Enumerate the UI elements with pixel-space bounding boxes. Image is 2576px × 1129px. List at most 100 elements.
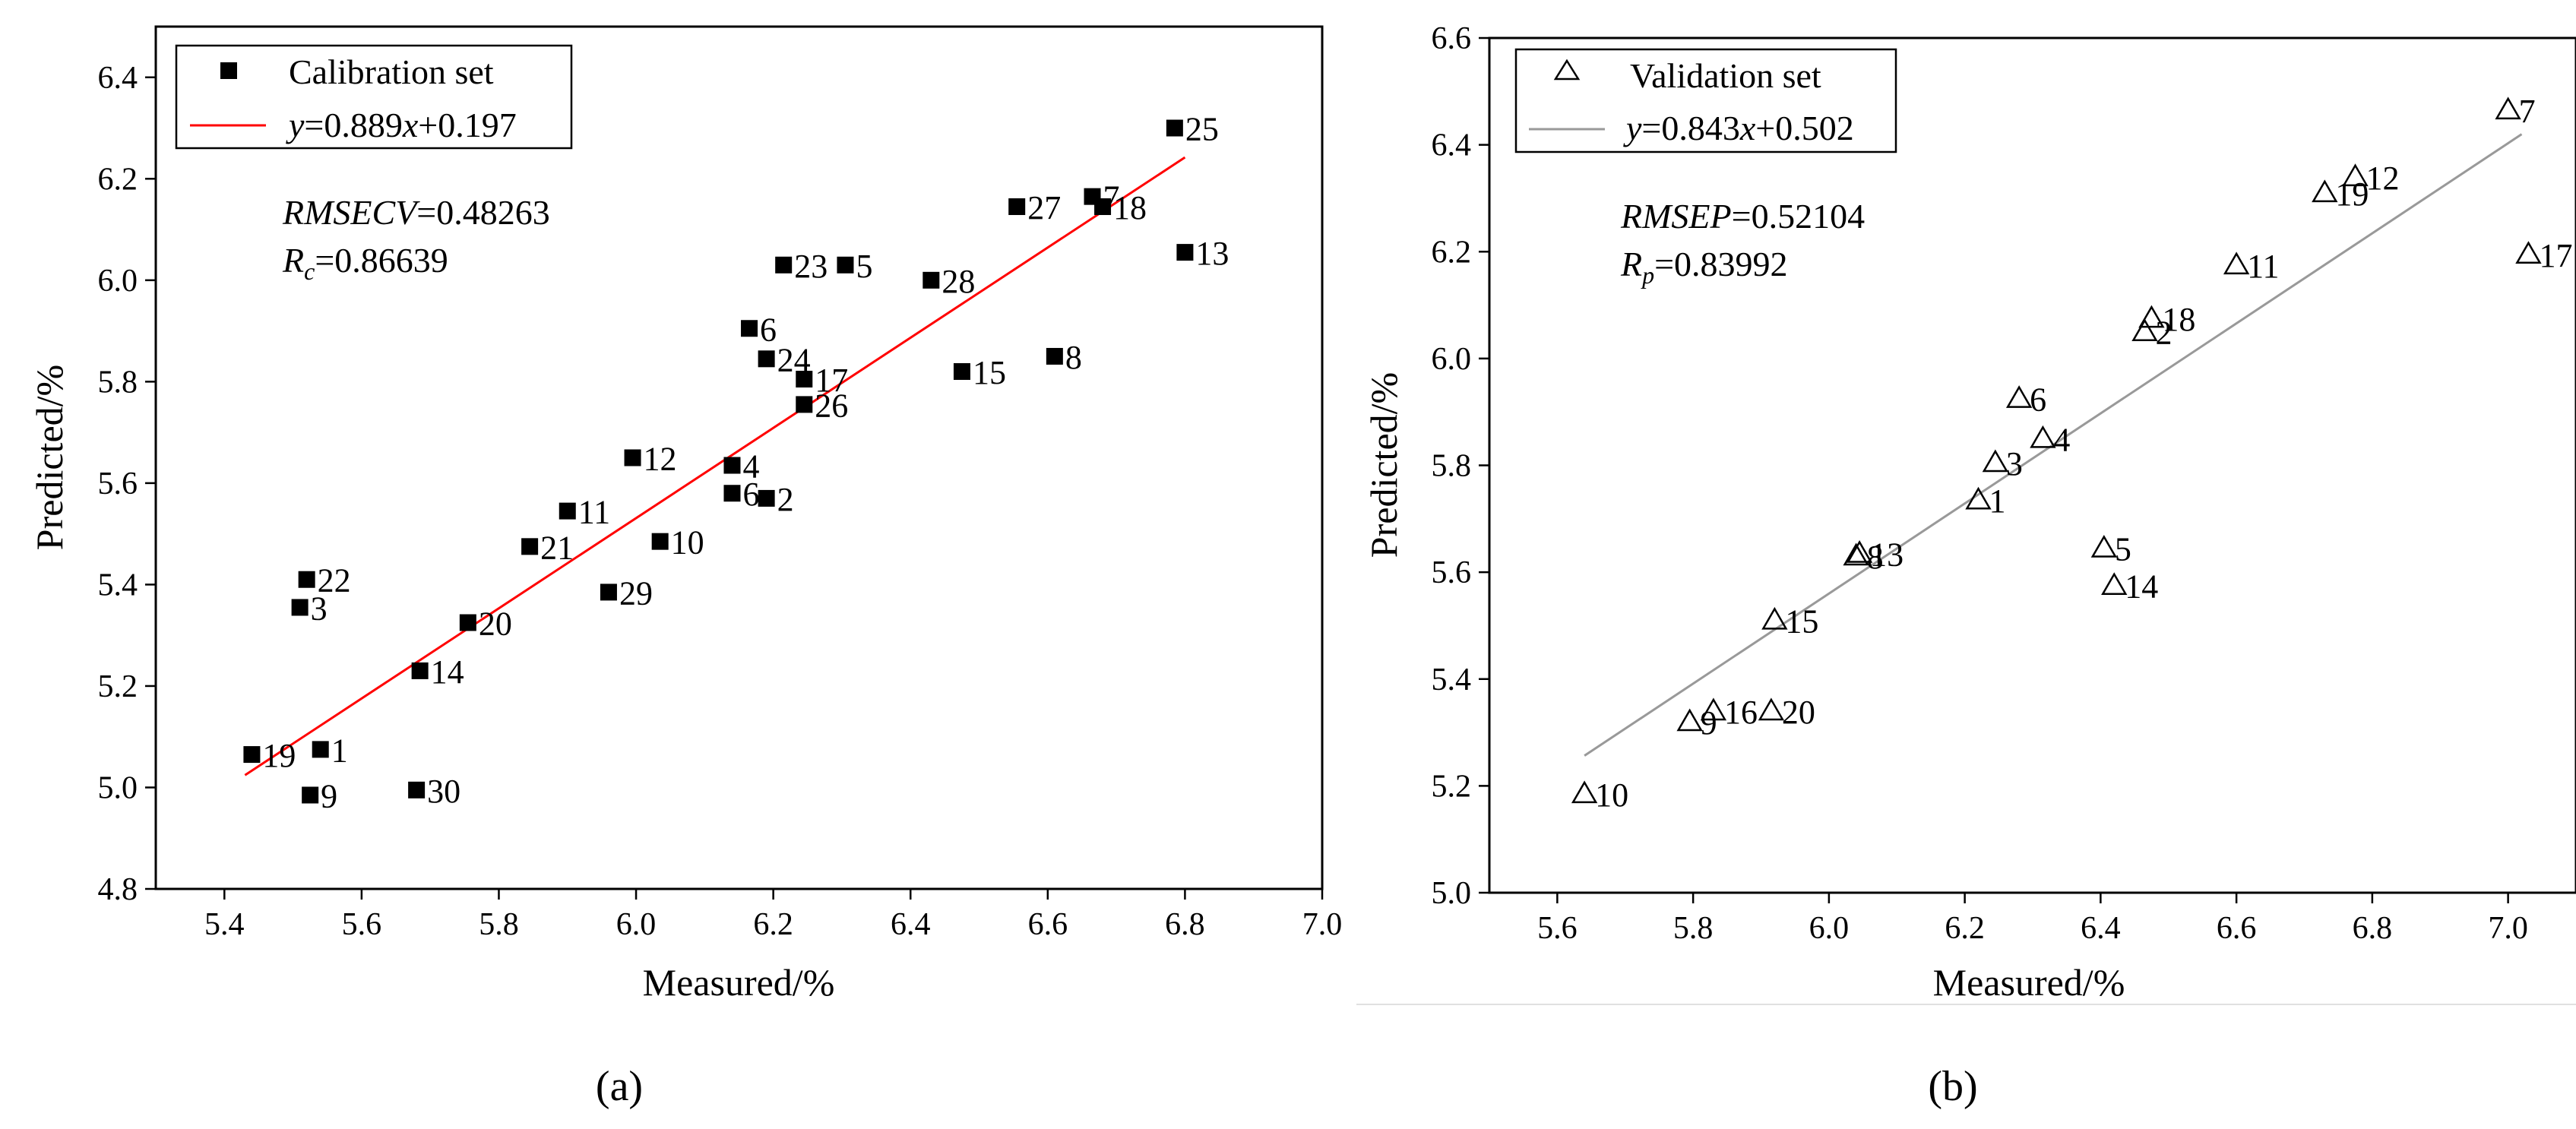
data-point bbox=[953, 363, 970, 380]
data-point bbox=[796, 396, 813, 413]
data-point-label: 21 bbox=[540, 529, 574, 566]
y-tick-label: 4.8 bbox=[98, 872, 138, 907]
legend-a: Calibration set y=0.889x+0.197 bbox=[175, 44, 573, 150]
x-tick-label: 6.0 bbox=[616, 907, 657, 942]
y-tick-label: 5.4 bbox=[1432, 663, 1472, 697]
y-axis-title-b: Predicted/% bbox=[1362, 372, 1405, 558]
data-point-label: 20 bbox=[479, 605, 512, 642]
legend-marker-square bbox=[220, 62, 237, 79]
x-tick-label: 6.2 bbox=[753, 907, 793, 942]
data-point-label: 10 bbox=[671, 524, 704, 561]
data-point-label: 17 bbox=[815, 362, 848, 399]
y-tick-label: 5.2 bbox=[1432, 769, 1472, 804]
data-point-label: 26 bbox=[815, 387, 848, 424]
data-point-label: 9 bbox=[1701, 704, 1717, 742]
data-point-label: 5 bbox=[856, 248, 872, 285]
data-point-label: 16 bbox=[1724, 694, 1758, 731]
data-point-label: 11 bbox=[578, 494, 610, 531]
data-point bbox=[1700, 697, 1727, 721]
y-tick-label: 5.6 bbox=[1432, 555, 1472, 590]
panel-label-a: (a) bbox=[596, 1063, 643, 1110]
x-tick-label: 6.6 bbox=[2217, 911, 2257, 946]
x-tick-label: 6.2 bbox=[1945, 911, 1985, 946]
legend-label-validation: Validation set bbox=[1630, 56, 1821, 95]
y-tick-label: 6.2 bbox=[98, 162, 138, 197]
y-tick-label: 5.2 bbox=[98, 669, 138, 704]
data-point-label: 11 bbox=[2247, 248, 2279, 285]
x-tick-label: 7.0 bbox=[2488, 911, 2528, 946]
x-tick-label: 5.6 bbox=[342, 907, 382, 942]
data-point-label: 23 bbox=[794, 248, 828, 285]
y-tick-label: 6.4 bbox=[1432, 128, 1472, 163]
data-point bbox=[408, 781, 426, 799]
data-point bbox=[298, 571, 315, 588]
data-point bbox=[1965, 486, 1992, 510]
data-point-label: 14 bbox=[2125, 568, 2158, 606]
chart-b: 5.6 5.8 6.0 6.2 6.4 6.6 6.8 7.0 5.0 5.2 5.4 5.6 5.8… bbox=[1356, 21, 2576, 1110]
data-point bbox=[1843, 542, 1869, 566]
data-point-label: 1 bbox=[1989, 482, 2006, 520]
data-point-label: 29 bbox=[619, 574, 653, 612]
data-point-label: 6 bbox=[742, 476, 759, 513]
data-point-label: 5 bbox=[2115, 530, 2131, 568]
data-point bbox=[775, 256, 793, 274]
x-tick-label: 5.6 bbox=[1537, 911, 1578, 946]
y-axis-a: 4.8 5.0 5.2 5.4 5.6 5.8 6.0 6.2 6.4 bbox=[98, 61, 156, 907]
legend-label-fit-a: y=0.889x+0.197 bbox=[286, 106, 517, 144]
x-tick-label: 5.8 bbox=[1673, 911, 1714, 946]
legend-box-a bbox=[175, 44, 573, 150]
data-point-label: 17 bbox=[2539, 237, 2572, 274]
data-point-label: 8 bbox=[1065, 339, 1082, 376]
data-point bbox=[2138, 305, 2165, 328]
data-point-label: 25 bbox=[1185, 111, 1219, 148]
data-point-label: 12 bbox=[644, 441, 677, 478]
data-point bbox=[796, 371, 813, 388]
data-point bbox=[1846, 540, 1873, 563]
data-point-label: 18 bbox=[2162, 301, 2195, 338]
data-point bbox=[1166, 119, 1183, 137]
data-point-label: 4 bbox=[742, 448, 759, 485]
x-axis-title-a: Measured/% bbox=[643, 961, 835, 1004]
data-point bbox=[1046, 347, 1063, 365]
data-point bbox=[1176, 244, 1194, 261]
x-tick-label: 7.0 bbox=[1302, 907, 1343, 942]
data-point-label: 18 bbox=[1113, 189, 1147, 226]
fit-line-a bbox=[244, 156, 1186, 776]
y-tick-label: 6.0 bbox=[98, 264, 138, 299]
data-point-label: 2 bbox=[2155, 315, 2172, 352]
stat-rmsecv: RMSECV=0.48263 bbox=[282, 193, 550, 232]
y-tick-label: 6.2 bbox=[1432, 235, 1472, 270]
data-point-label: 20 bbox=[1782, 694, 1815, 731]
data-point bbox=[922, 271, 940, 289]
y-tick-label: 5.8 bbox=[1432, 449, 1472, 484]
data-point bbox=[312, 741, 329, 758]
data-point bbox=[758, 350, 775, 368]
data-point-label: 15 bbox=[973, 354, 1006, 391]
data-point bbox=[2495, 96, 2521, 120]
data-point-label: 3 bbox=[2006, 445, 2023, 482]
legend-label-calibration: Calibration set bbox=[289, 52, 494, 91]
data-point bbox=[1761, 606, 1788, 630]
x-tick-label: 5.8 bbox=[479, 907, 519, 942]
data-point bbox=[2223, 251, 2250, 275]
data-point bbox=[2090, 534, 2118, 558]
data-points-a: 1234566789101112131415171819202122232425… bbox=[243, 111, 1229, 814]
data-point bbox=[624, 449, 641, 466]
y-tick-label: 5.0 bbox=[1432, 876, 1472, 911]
data-point-label: 19 bbox=[262, 737, 296, 774]
data-point-label: 1 bbox=[331, 732, 348, 769]
data-point-label: 6 bbox=[760, 311, 777, 348]
data-point-label: 30 bbox=[427, 773, 460, 810]
data-point bbox=[723, 485, 741, 502]
data-point bbox=[291, 599, 309, 616]
data-point bbox=[243, 746, 261, 764]
data-point-label: 13 bbox=[1195, 235, 1229, 272]
x-axis-b: 5.6 5.8 6.0 6.2 6.4 6.6 6.8 7.0 bbox=[1537, 893, 2528, 946]
data-point bbox=[411, 662, 429, 679]
data-point bbox=[521, 538, 539, 555]
y-tick-label: 6.0 bbox=[1432, 342, 1472, 377]
legend-b: Validation set y=0.843x+0.502 bbox=[1514, 48, 1897, 153]
data-point-label: 28 bbox=[941, 263, 975, 300]
x-tick-label: 6.0 bbox=[1809, 911, 1850, 946]
